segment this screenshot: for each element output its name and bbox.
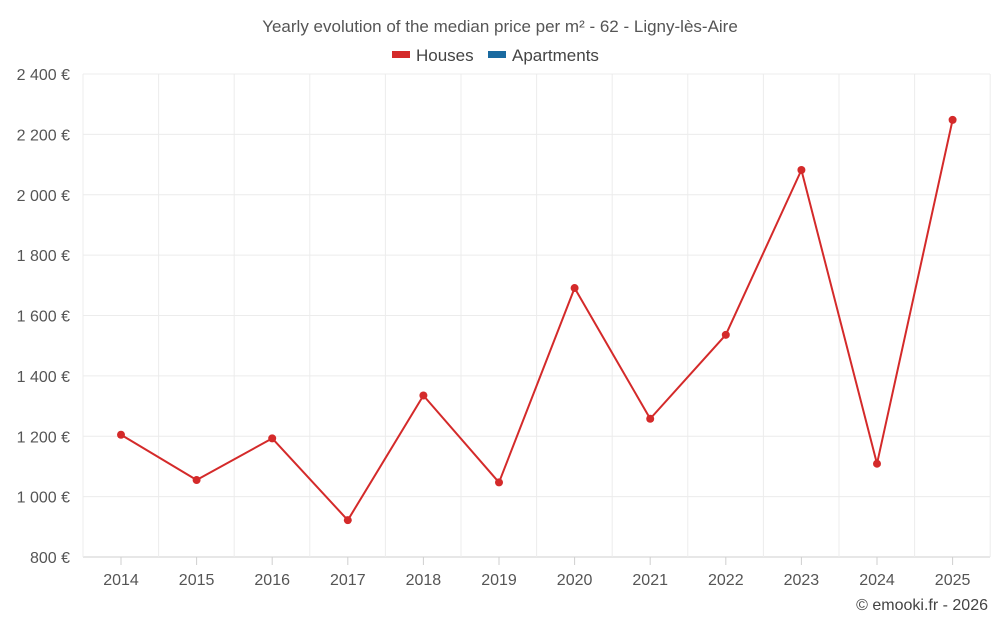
- data-point[interactable]: [117, 430, 125, 439]
- legend-swatch-apartments: [488, 51, 506, 58]
- y-tick-label: 1 400 €: [17, 369, 70, 386]
- x-tick-label: 2024: [859, 572, 895, 589]
- legend-item-apartments[interactable]: Apartments: [488, 46, 599, 65]
- y-tick-label: 2 000 €: [17, 188, 70, 205]
- x-tick-label: 2015: [179, 572, 215, 589]
- data-point[interactable]: [343, 516, 352, 525]
- x-tick-label: 2014: [103, 572, 139, 589]
- x-tick-label: 2023: [784, 572, 820, 589]
- x-tick-label: 2019: [481, 572, 517, 589]
- y-tick-label: 1 000 €: [17, 490, 70, 507]
- x-tick-label: 2022: [708, 572, 744, 589]
- data-point[interactable]: [495, 478, 503, 487]
- x-tick-label: 2025: [935, 572, 971, 589]
- copyright-text: © emooki.fr - 2026: [856, 597, 988, 614]
- x-tick-label: 2016: [254, 572, 290, 589]
- data-point[interactable]: [797, 165, 806, 174]
- x-tick-label: 2018: [406, 572, 442, 589]
- legend-item-houses[interactable]: Houses: [392, 46, 474, 65]
- x-tick-label: 2017: [330, 572, 366, 589]
- x-tick-label: 2020: [557, 572, 593, 589]
- grid: [82, 73, 991, 558]
- series-line-houses: [120, 119, 954, 522]
- y-tick-label: 1 200 €: [17, 429, 70, 446]
- y-tick-label: 1 600 €: [17, 309, 70, 326]
- legend: Houses Apartments: [392, 46, 599, 65]
- data-point[interactable]: [419, 391, 428, 400]
- x-axis: 2014 2015 2016 2017 2018 2019 2020 2021 2022 2023…: [103, 557, 970, 589]
- data-point[interactable]: [192, 476, 201, 485]
- data-point[interactable]: [268, 434, 277, 443]
- y-tick-label: 2 200 €: [17, 127, 70, 144]
- y-tick-label: 2 400 €: [17, 67, 70, 84]
- y-axis: 800 € 1 000 € 1 200 € 1 400 € 1 600 € 1 800 €…: [17, 67, 70, 567]
- chart-title: Yearly evolution of the median price per…: [262, 17, 738, 36]
- data-point[interactable]: [873, 459, 881, 468]
- series-houses: [117, 115, 957, 525]
- data-point[interactable]: [646, 414, 655, 423]
- data-point[interactable]: [721, 330, 730, 339]
- legend-label-houses: Houses: [416, 46, 474, 65]
- data-point[interactable]: [570, 284, 579, 293]
- y-tick-label: 800 €: [30, 550, 70, 567]
- y-tick-label: 1 800 €: [17, 248, 70, 265]
- legend-label-apartments: Apartments: [512, 46, 599, 65]
- x-tick-label: 2021: [632, 572, 668, 589]
- legend-swatch-houses: [392, 51, 410, 58]
- data-point[interactable]: [948, 115, 957, 124]
